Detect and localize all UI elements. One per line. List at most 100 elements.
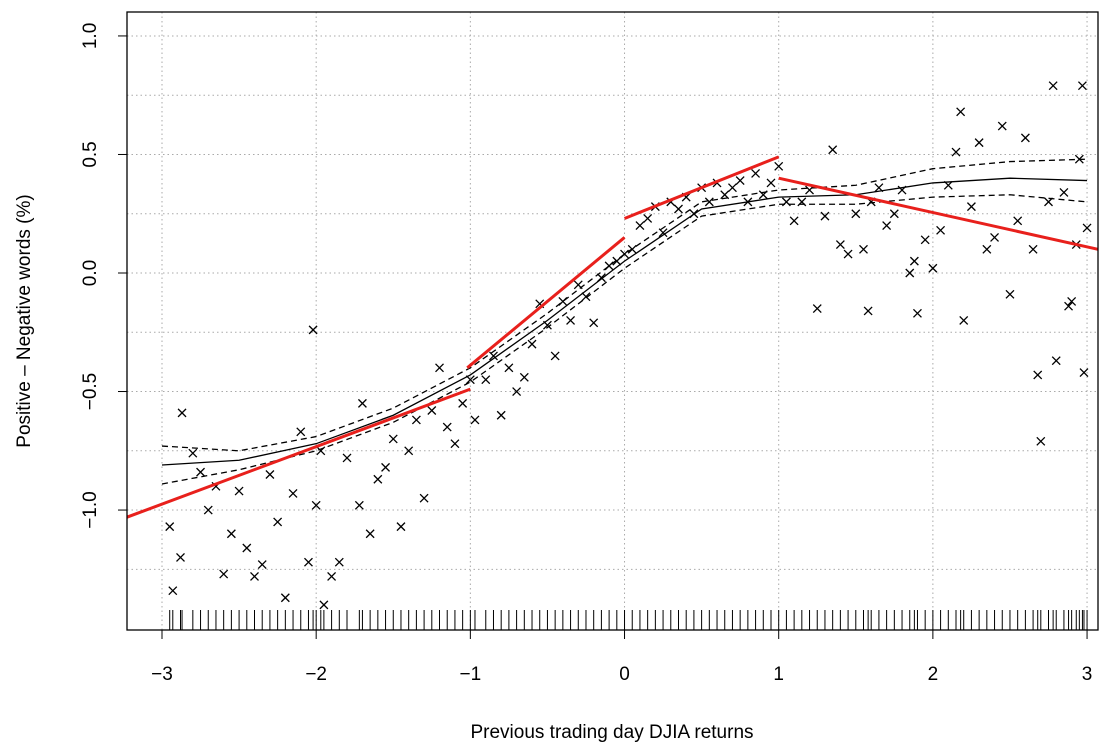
point-stroke xyxy=(265,470,275,479)
point-stroke xyxy=(234,486,244,496)
point xyxy=(442,422,452,432)
point-stroke xyxy=(863,306,873,316)
point xyxy=(1020,133,1030,143)
point xyxy=(304,557,313,567)
point xyxy=(342,453,352,463)
point-stroke xyxy=(820,211,830,221)
x-tick-label: 2 xyxy=(928,664,939,685)
point-stroke xyxy=(1082,223,1092,233)
point-stroke xyxy=(805,185,814,195)
point xyxy=(1044,197,1053,207)
point-stroke xyxy=(1048,81,1058,91)
point-stroke xyxy=(828,145,838,155)
point-stroke xyxy=(542,320,552,330)
point xyxy=(797,197,807,207)
point xyxy=(727,183,737,193)
point xyxy=(959,315,969,325)
point xyxy=(470,415,480,425)
x-axis-label: Previous trading day DJIA returns xyxy=(470,722,753,743)
point-stroke xyxy=(913,308,922,318)
point xyxy=(550,351,560,361)
point-stroke xyxy=(442,422,452,432)
point xyxy=(404,446,414,456)
point-stroke xyxy=(242,543,252,553)
point-stroke xyxy=(966,202,976,212)
point xyxy=(1005,289,1015,299)
point-stroke xyxy=(758,190,768,200)
point xyxy=(751,168,761,178)
point-stroke xyxy=(381,462,391,472)
point xyxy=(704,197,714,207)
point xyxy=(943,180,953,190)
point xyxy=(1028,244,1038,254)
point xyxy=(1074,154,1084,164)
point-stroke xyxy=(373,474,383,484)
point-stroke xyxy=(470,415,480,425)
point-stroke xyxy=(327,571,337,581)
point-stroke xyxy=(974,138,984,148)
point-stroke xyxy=(1036,436,1046,446)
point xyxy=(956,107,966,117)
point-stroke xyxy=(273,517,283,527)
point xyxy=(354,500,364,510)
point-stroke xyxy=(396,522,406,532)
point-stroke xyxy=(226,529,236,539)
point-stroke xyxy=(465,375,475,385)
point-stroke xyxy=(612,256,622,266)
point-stroke xyxy=(566,315,576,325)
point-stroke xyxy=(843,249,853,259)
point xyxy=(820,211,830,221)
point xyxy=(1051,356,1061,366)
point-stroke xyxy=(905,268,915,278)
point-stroke xyxy=(1028,244,1038,254)
point-stroke xyxy=(504,363,514,373)
point-stroke xyxy=(427,406,437,415)
point-stroke xyxy=(1059,187,1069,197)
point-stroke xyxy=(388,434,398,444)
point xyxy=(566,315,576,325)
point-stroke xyxy=(458,398,468,408)
y-tick-label: 0.5 xyxy=(80,141,101,167)
point xyxy=(720,190,730,200)
point xyxy=(658,228,668,238)
point xyxy=(357,398,367,408)
plot-frame xyxy=(126,11,1099,631)
point-stroke xyxy=(188,448,198,458)
point-stroke xyxy=(342,453,352,463)
point-stroke xyxy=(1077,81,1087,91)
point xyxy=(966,202,976,212)
point xyxy=(450,439,460,449)
point xyxy=(496,410,506,420)
point-stroke xyxy=(766,178,776,188)
point xyxy=(257,560,267,570)
point-stroke xyxy=(1079,368,1089,378)
point xyxy=(643,214,653,223)
point xyxy=(627,244,637,254)
point-stroke xyxy=(812,304,822,314)
point xyxy=(573,280,583,290)
x-tick-label: −3 xyxy=(151,664,173,685)
point-stroke xyxy=(920,235,930,245)
point xyxy=(635,221,645,231)
point xyxy=(219,569,229,579)
point xyxy=(334,557,344,567)
point-stroke xyxy=(882,221,892,231)
x-tick-label: 0 xyxy=(619,664,630,685)
point-stroke xyxy=(959,315,969,325)
point xyxy=(735,176,745,186)
point-stroke xyxy=(573,280,583,290)
point-stroke xyxy=(304,557,313,567)
point-stroke xyxy=(296,427,306,437)
point xyxy=(419,493,429,503)
point xyxy=(489,351,498,361)
point xyxy=(997,121,1007,131)
point xyxy=(620,249,629,259)
point-stroke xyxy=(1020,133,1030,143)
point xyxy=(758,190,768,200)
point-stroke xyxy=(835,240,845,250)
point-stroke xyxy=(620,249,629,259)
point xyxy=(373,474,383,484)
point xyxy=(905,268,915,278)
point-stroke xyxy=(851,209,861,219)
point-stroke xyxy=(859,244,868,254)
